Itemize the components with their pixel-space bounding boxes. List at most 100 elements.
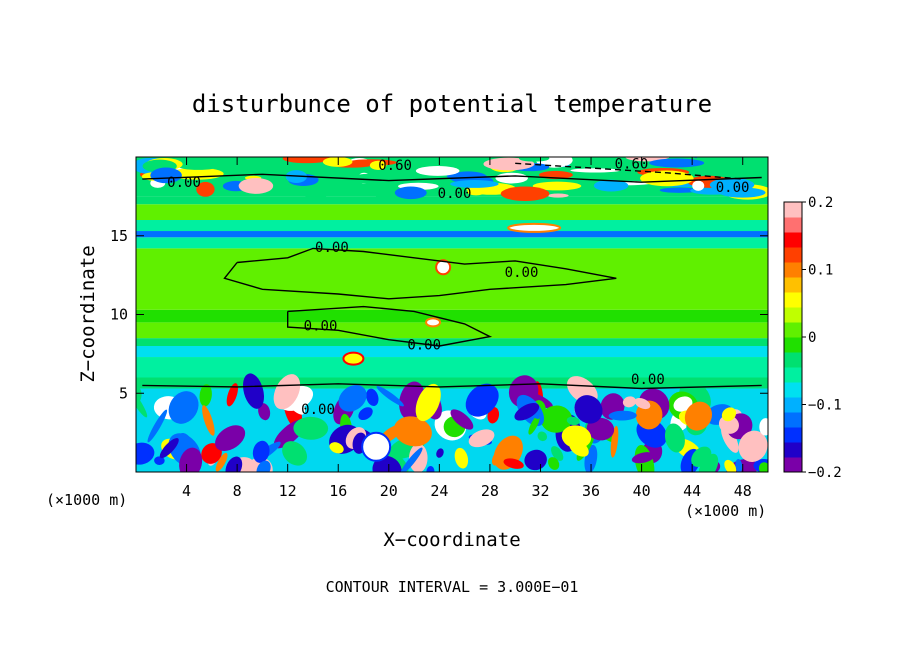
colorbar-segment [784,217,802,233]
upper-layer-cell [196,181,215,197]
turbulence-cell [372,455,402,472]
colorbar-segment [784,232,802,248]
turbulence-cell [738,430,768,462]
turbulence-cell [366,388,379,407]
contour-labels: 0.60 0.60 0.00 0.00 0.00 0.00 0.00 0.00 0.00 0.00… [167,157,750,418]
contour-interval-note: CONTOUR INTERVAL = 3.000E−01 [326,578,579,596]
upper-layer-cell [238,177,274,194]
turbulence-cell [721,407,737,422]
upper-layer-cell [212,161,261,171]
contour-label: 0.00 [716,180,750,196]
contour-label: 0.00 [407,337,441,353]
turbulence-cell [551,446,564,461]
turbulence-cell [136,387,148,418]
turbulence-cell [136,442,155,465]
field-band [136,204,768,220]
y-axis-label: Z−coordinate [77,245,99,382]
turbulence-cell [586,417,615,441]
turbulence-cell [537,431,548,442]
x-tick-label: 12 [279,482,297,500]
contour-lines [142,162,762,390]
colorbar-segment [784,382,802,398]
turbulence-cell [147,409,168,443]
turbulence-cell [338,384,367,412]
contour-label: 0.00 [631,372,665,388]
upper-layer-cell [178,162,219,170]
contour-line [223,247,617,300]
contour-label: 0.00 [167,175,201,191]
y-tick-label: 10 [110,306,128,324]
turbulence-cell [252,440,270,463]
turbulence-cell [465,383,499,417]
turbulence-cell [664,423,685,453]
x-unit-label-left: (×1000 m) [46,491,127,509]
upper-layer-cell [649,158,705,168]
upper-layer-cell [593,179,629,192]
turbulence-cell [202,405,215,436]
colorbar-tick-label: −0.2 [808,465,842,481]
turbulence-cell [415,383,441,422]
upper-layer-cell [305,192,327,200]
colorbar-segment [784,277,802,293]
colorbar-ticks: 0.2 0.1 0 −0.1 −0.2 [802,195,842,481]
upper-layer-cell [450,180,499,188]
plot-area: 0.60 0.60 0.00 0.00 0.00 0.00 0.00 0.00 0.00 0.00… [136,157,768,472]
turbulence-cell [561,425,592,449]
field-band [136,377,768,389]
upper-layer-cell [659,187,699,193]
turbulence-cell [608,410,637,421]
turbulence-cell [400,447,423,472]
contour-label: 0.60 [378,158,412,174]
upper-layer-cell [415,165,460,176]
contour-line-negative [515,162,743,180]
colorbar-segment [784,457,802,473]
turbulence-cell [514,402,540,421]
turbulence-cell [199,384,212,407]
field-features [136,157,768,472]
upper-layer-cell [394,186,427,200]
colorbar-segment [784,427,802,443]
colorbar-tick-label: 0.1 [808,263,833,279]
turbulence-cell [540,405,573,433]
turbulence-cell [393,416,432,447]
field-band [136,322,768,339]
field-band [136,220,768,232]
x-tick-label: 32 [531,482,549,500]
field-band [136,196,768,205]
x-tick-label: 4 [182,482,191,500]
turbulence-cell [215,452,228,472]
field-band [136,237,768,249]
upper-layer-cell [467,188,485,196]
upper-layer-cell [709,177,755,192]
turbulence-cell [569,439,589,457]
turbulence-cell [468,429,495,448]
turbulence-cell [226,383,239,407]
turbulence-cell [273,374,301,410]
upper-layer-cell [547,193,569,198]
turbulence-cell [154,456,165,465]
upper-layer-cell [369,160,387,170]
upper-layer-cell [322,157,353,167]
upper-layer-cell [692,180,705,191]
upper-layer-cell [251,157,281,162]
turbulence-cell [684,401,713,431]
field-band [136,231,768,238]
upper-layer-cell [483,157,535,171]
field-band [136,309,768,323]
x-tick-label: 48 [734,482,752,500]
colorbar-tick-label: 0.2 [808,195,833,211]
turbulence-cell [491,451,502,466]
turbulence-cell [168,391,199,424]
x-tick-label: 16 [329,482,347,500]
colorbar-segment [784,202,802,218]
colorbar-segment [784,262,802,278]
isolated-feature [507,222,562,233]
x-axis-ticks: 4 8 12 16 20 24 28 32 36 40 44 48 [182,157,752,500]
field-band [136,248,768,310]
x-tick-label: 44 [683,482,701,500]
colorbar-segment [784,307,802,323]
colorbar-segment [784,337,802,353]
turbulence-cell [566,416,580,426]
colorbar-segment [784,352,802,368]
